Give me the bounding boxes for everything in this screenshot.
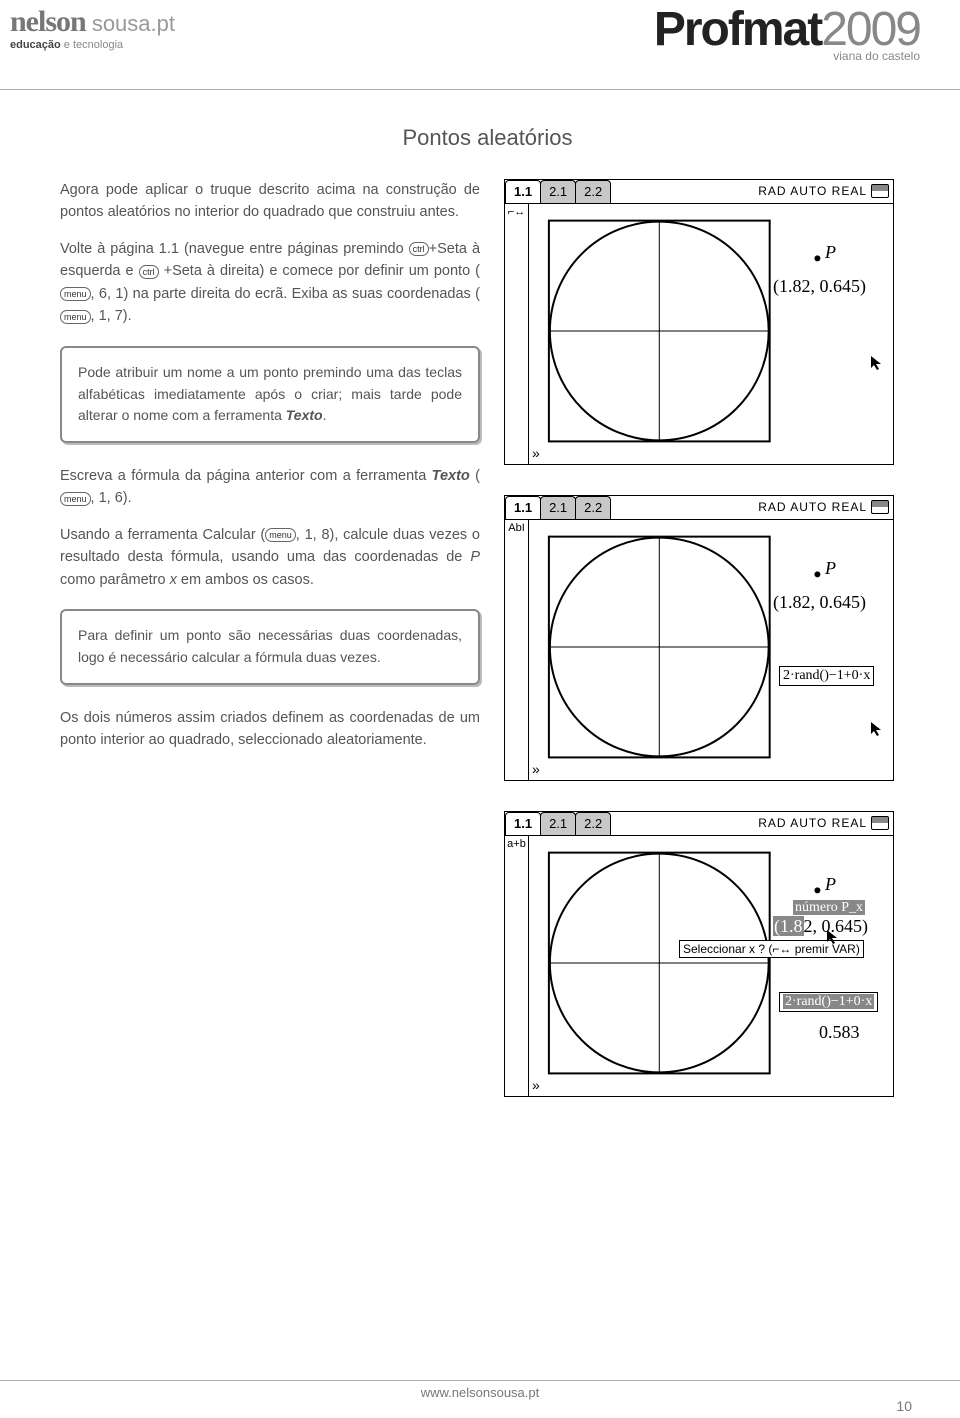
brand-name: nelson [10,5,86,38]
calc-tabbar: 1.1 2.1 2.2 RAD AUTO REAL [505,180,893,204]
page-header: nelson sousa.pt educação e tecnologia Pr… [0,0,960,90]
ctrl-key-icon: ctrl [409,242,429,256]
calc-plot-area: P número P_x (1.82, 0.645) Seleccionar x… [529,836,893,1096]
point-coords: (1.82, 0.645) [773,592,866,613]
calc-screenshot-1: 1.1 2.1 2.2 RAD AUTO REAL ⌐↔ [504,179,894,465]
calc-sidebar-icon: ⌐↔ [505,204,529,464]
formula-box: 2·rand()−1+0·x [779,666,874,686]
brand-block: nelson sousa.pt educação e tecnologia [10,5,270,51]
calc-tab: 2.2 [575,812,611,835]
point-label: P [825,242,836,263]
formula-box: 2·rand()−1+0·x [779,992,878,1012]
numero-px-label: número P_x [793,900,865,916]
ctrl-key-icon: ctrl [139,265,159,279]
menu-key-icon: menu [60,287,91,301]
tool-texto: Texto [286,407,323,423]
point-label: P [825,558,836,579]
event-brand: Profmat2009 viana do castelo [654,2,920,63]
calc-tab: 2.1 [540,812,576,835]
brand-domain: sousa.pt [86,11,175,36]
calc-status: RAD AUTO REAL [610,496,893,519]
calc-screenshot-2: 1.1 2.1 2.2 RAD AUTO REAL AbI [504,495,894,781]
calc-status: RAD AUTO REAL [610,180,893,203]
page-title: Pontos aleatórios [60,125,915,151]
menu-key-icon: menu [265,528,296,542]
paragraph-2: Volte à página 1.1 (navegue entre página… [60,238,480,328]
calc-plot-area: P (1.82, 0.645) » [529,204,893,464]
text-column: Agora pode aplicar o truque descrito aci… [60,179,480,1097]
page-number: 10 [896,1398,912,1414]
footer-url: www.nelsonsousa.pt [421,1385,540,1400]
calc-result: 0.583 [819,1022,860,1043]
page-content: Pontos aleatórios Agora pode aplicar o t… [0,90,960,1097]
figure-column: 1.1 2.1 2.2 RAD AUTO REAL ⌐↔ [504,179,904,1097]
calc-tabbar: 1.1 2.1 2.2 RAD AUTO REAL [505,812,893,836]
page-footer: www.nelsonsousa.pt [0,1380,960,1400]
calc-sidebar-icon: a+b [505,836,529,1096]
calc-tab: 2.2 [575,180,611,203]
point-label: P [825,874,836,895]
menu-key-icon: menu [60,310,91,324]
paragraph-3: Escreva a fórmula da página anterior com… [60,465,480,510]
calc-screenshot-3: 1.1 2.1 2.2 RAD AUTO REAL a+b [504,811,894,1097]
tip-box-2: Para definir um ponto são necessárias du… [60,609,480,684]
point-coords: (1.82, 0.645) [773,916,868,937]
chevron-icon: » [532,1077,540,1093]
paragraph-5: Os dois números assim criados definem as… [60,707,480,752]
paragraph-1: Agora pode aplicar o truque descrito aci… [60,179,480,224]
point-coords: (1.82, 0.645) [773,276,866,297]
calc-tabbar: 1.1 2.1 2.2 RAD AUTO REAL [505,496,893,520]
chevron-icon: » [532,445,540,461]
calc-tab-active: 1.1 [505,180,541,203]
calc-tab: 2.1 [540,180,576,203]
tip-box-1: Pode atribuir um nome a um ponto premind… [60,346,480,443]
calc-tab: 2.2 [575,496,611,519]
calc-sidebar-icon: AbI [505,520,529,780]
calc-tab-active: 1.1 [505,812,541,835]
chevron-icon: » [532,761,540,777]
calc-tab-active: 1.1 [505,496,541,519]
calc-plot-area: P (1.82, 0.645) 2·rand()−1+0·x » [529,520,893,780]
calc-status: RAD AUTO REAL [610,812,893,835]
calc-tab: 2.1 [540,496,576,519]
menu-key-icon: menu [60,492,91,506]
cursor-icon [869,354,883,372]
cursor-icon [869,720,883,738]
brand-subtitle: educação e tecnologia [10,39,270,51]
paragraph-4: Usando a ferramenta Calcular (menu, 1, 8… [60,524,480,591]
cursor-icon [825,928,839,946]
